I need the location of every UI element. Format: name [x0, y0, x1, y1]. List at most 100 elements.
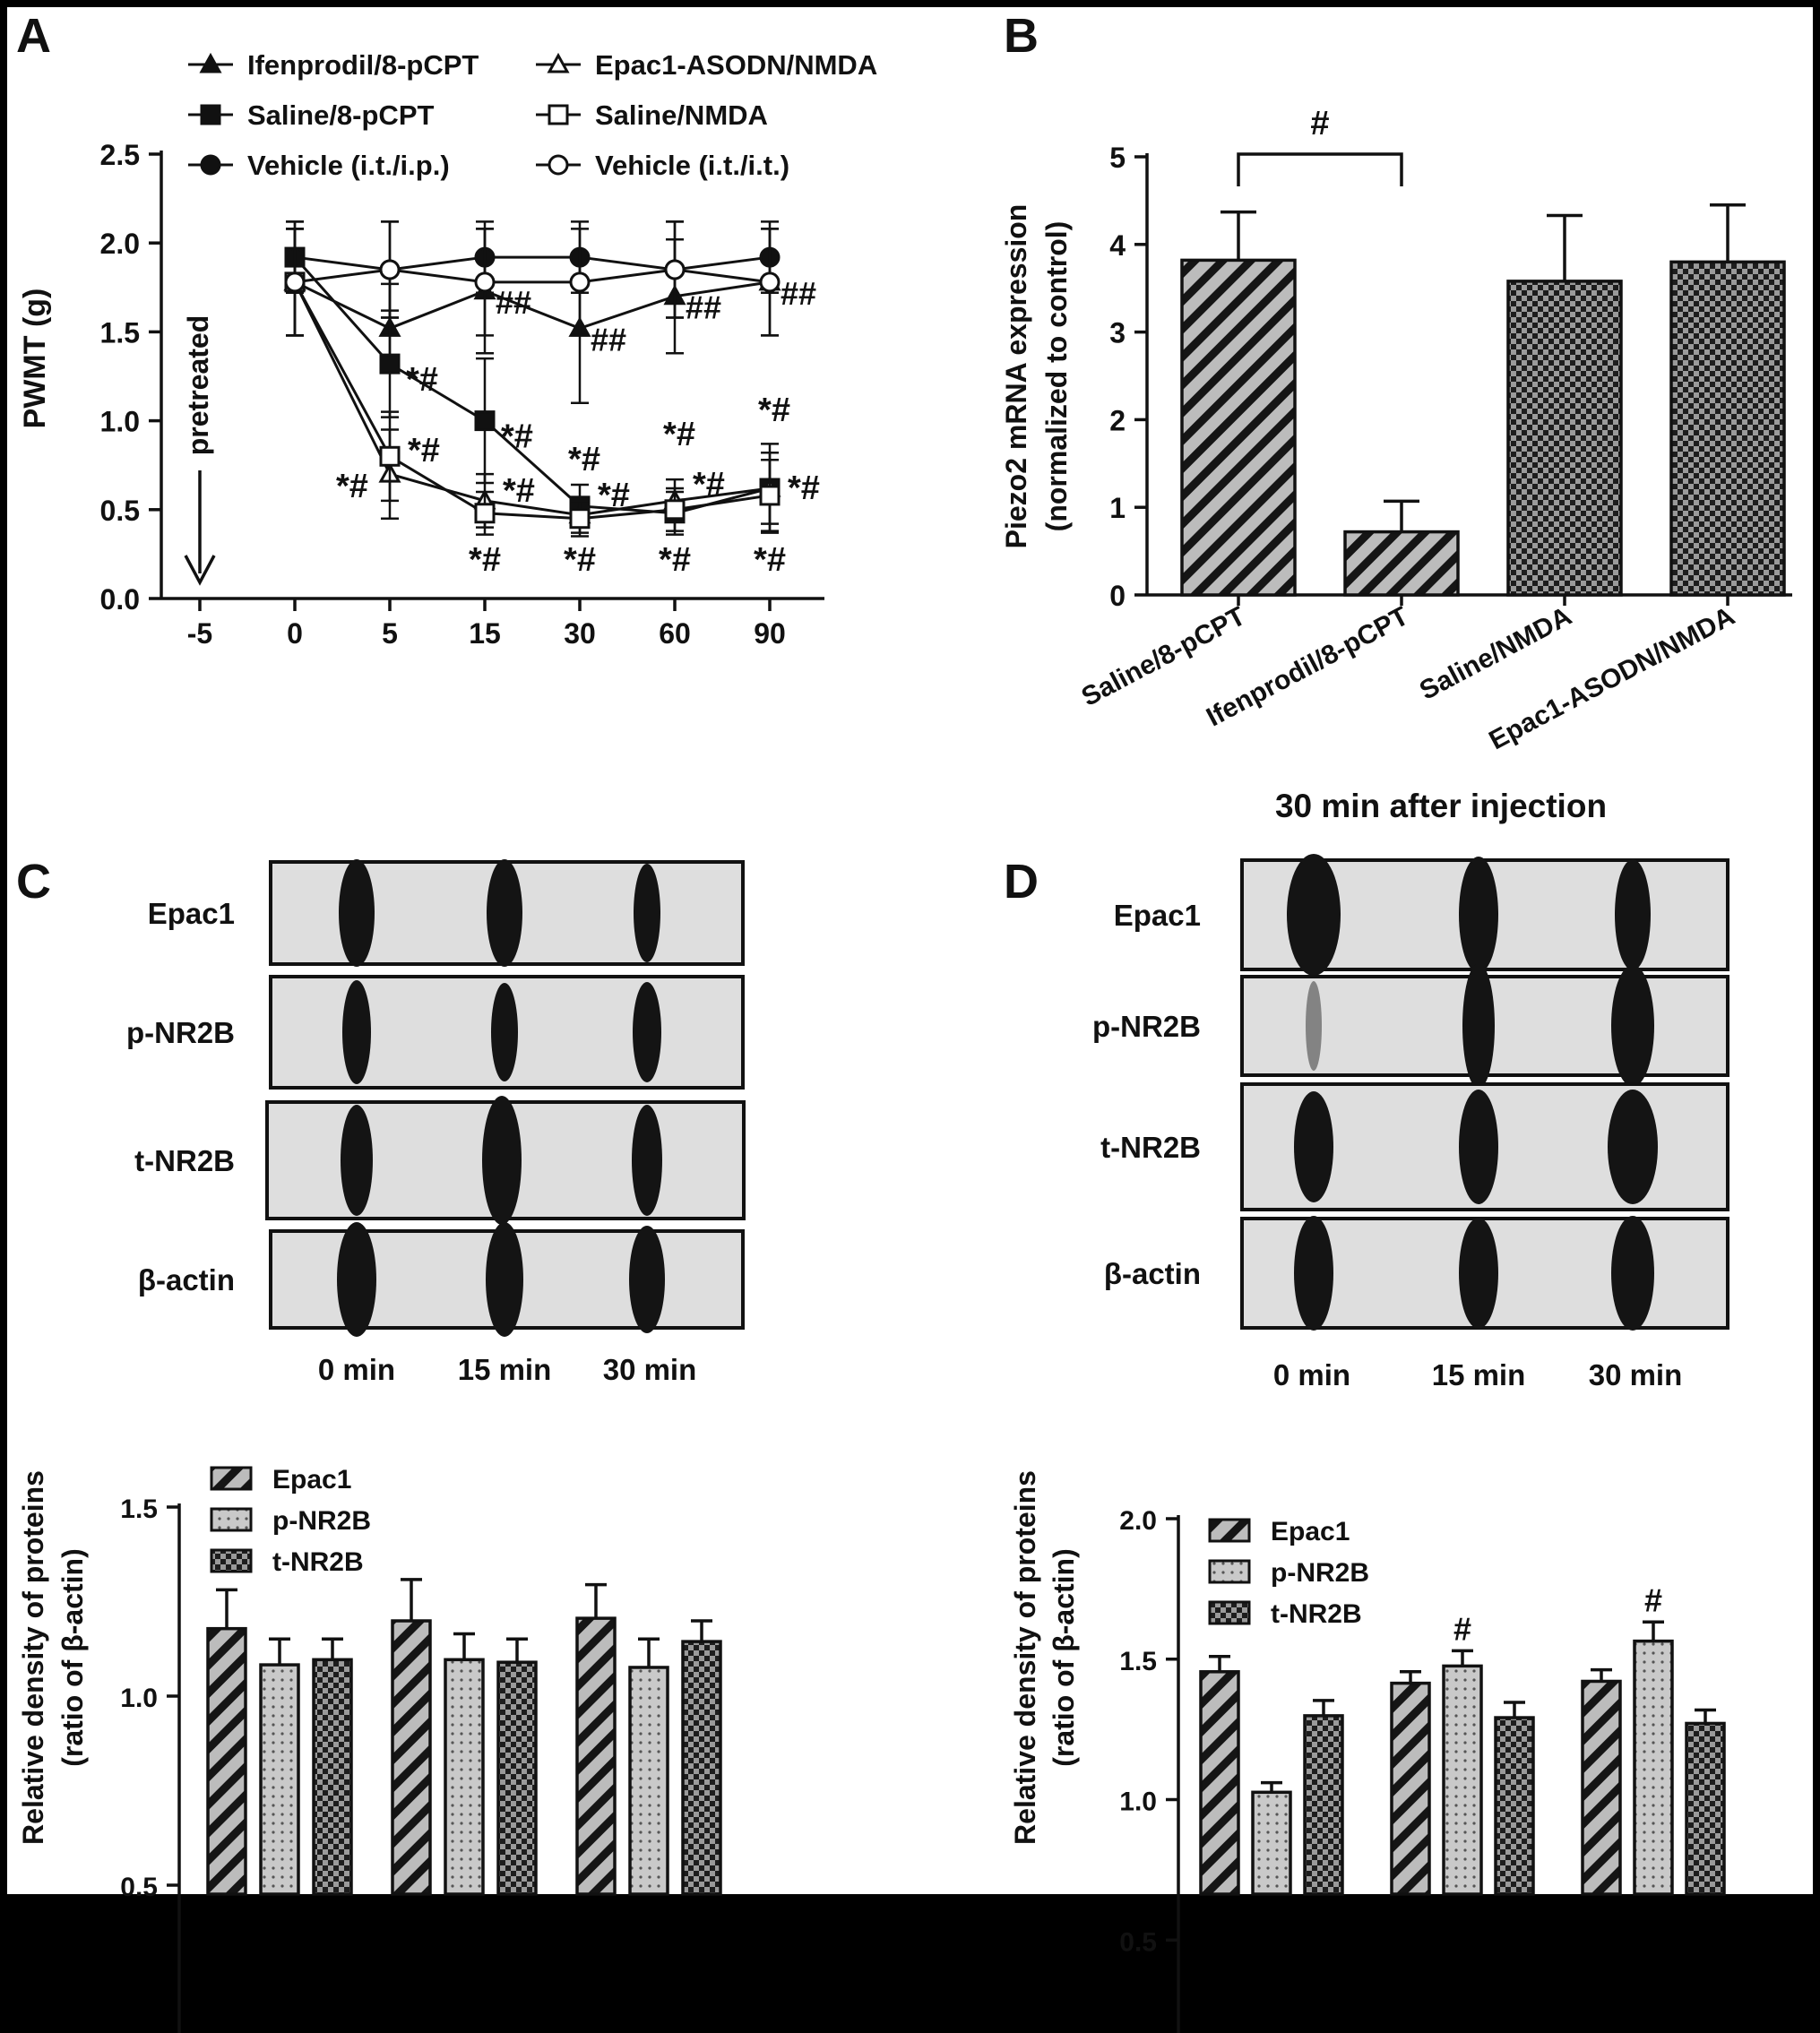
sig-label: *# [336, 468, 368, 505]
bar-t-NR2B-2 [681, 1640, 722, 1896]
bar-t-NR2B-2 [1685, 1721, 1726, 1896]
data-point [284, 271, 306, 293]
data-point [664, 259, 686, 280]
bar-Epac1-2 [1581, 1679, 1622, 1896]
bar-p-NR2B-2 [1633, 1639, 1674, 1896]
data-point [759, 485, 781, 506]
sig-label: *# [469, 541, 501, 579]
panel-a-line-chart: Ifenprodil/8-pCPT Saline/8-pCPT Vehicle (i… [18, 49, 877, 650]
sig-label: *# [568, 441, 600, 478]
data-point [569, 508, 591, 530]
panel-d-bars: ## [1199, 1581, 1726, 1896]
lane-label-0: 0 min [318, 1353, 395, 1386]
panel-letter-d: D [1004, 855, 1039, 909]
panel-b-y-tick-label: 2 [1109, 404, 1126, 436]
panel-b-y-axis-label-2: (normalized to control) [1040, 221, 1073, 532]
band [1306, 981, 1322, 1071]
legend-label-0: Epac1 [1271, 1517, 1350, 1546]
panel-b-axes: 0 1 2 3 4 5 [1109, 142, 1792, 612]
blot-label-2: t-NR2B [1100, 1131, 1201, 1164]
band [1611, 1216, 1654, 1331]
significance-label: # [1644, 1581, 1662, 1618]
bar-2 [1506, 280, 1623, 597]
blot-label-1: p-NR2B [1092, 1010, 1201, 1043]
bar-Epac1-1 [391, 1619, 432, 1896]
bar-3 [1669, 260, 1786, 597]
panel-d-y-tick-label: 2.0 [1119, 1506, 1157, 1536]
legend-marker-5 [548, 154, 569, 176]
band [632, 1105, 662, 1216]
legend-label-1: Saline/8-pCPT [247, 99, 434, 131]
panel-c-axes: 0.00.51.01.5 [120, 1495, 181, 2033]
legend-label-2: t-NR2B [1271, 1599, 1362, 1629]
band [1611, 965, 1654, 1087]
panel-c-y-axis-label-2: (ratio of β-actin) [56, 1548, 89, 1767]
sig-label: ## [496, 284, 531, 321]
blot-label-0: Epac1 [1114, 899, 1201, 932]
panel-letter-a: A [16, 9, 51, 63]
series-line-2 [294, 255, 771, 271]
bar-p-NR2B-2 [628, 1666, 669, 1896]
band [487, 859, 522, 967]
legend-marker-4 [548, 104, 569, 125]
bar-0 [1180, 258, 1297, 597]
panel-d-y-tick-label: 1.5 [1119, 1647, 1157, 1676]
lane-label-0: 0 min [1273, 1358, 1350, 1391]
series-line-1 [293, 256, 771, 515]
panel-c-y-tick-label: 0.5 [120, 1873, 158, 1902]
panel-a-x-tick-label: 0 [287, 617, 303, 650]
legend-marker-3 [547, 52, 570, 73]
blot-label-1: p-NR2B [126, 1016, 235, 1049]
series-line-3 [293, 281, 771, 517]
band [1459, 1090, 1498, 1204]
panel-c-legend: Epac1 p-NR2B t-NR2B [210, 1465, 371, 1577]
bar-p-NR2B-0 [259, 1663, 300, 1896]
panel-a-x-tick-label: 15 [469, 617, 501, 650]
sig-label: ## [686, 289, 721, 326]
panel-c-y-tick-label: 1.0 [120, 1684, 158, 1713]
band [1294, 1216, 1333, 1331]
data-point [474, 503, 496, 524]
data-point [569, 271, 591, 293]
series-5 [284, 220, 781, 337]
legend-swatch-2 [210, 1548, 253, 1573]
panel-a-x-tick-label: 60 [659, 617, 691, 650]
data-point [759, 271, 781, 293]
blot-label-2: t-NR2B [134, 1144, 235, 1177]
series-4 [284, 228, 781, 538]
band [1608, 1090, 1658, 1204]
blot-label-0: Epac1 [148, 897, 235, 930]
panel-b-y-axis-label: Piezo2 mRNA expression [1000, 204, 1032, 549]
band [339, 859, 375, 967]
panel-c-y-axis-label: Relative density of proteins [17, 1470, 49, 1845]
band [633, 982, 661, 1082]
band [1287, 854, 1341, 976]
panel-a-y-tick-label: 0.5 [100, 495, 140, 527]
legend-label-5: Vehicle (i.t./i.t.) [595, 150, 789, 181]
legend-label-2: t-NR2B [272, 1547, 364, 1577]
band [491, 983, 518, 1081]
panel-d-axes: 0.00.51.01.52.0 [1119, 1506, 1180, 2033]
band [1615, 859, 1651, 970]
legend-swatch-0 [1208, 1518, 1251, 1543]
bar-p-NR2B-0 [1251, 1790, 1292, 1896]
panel-a-y-tick-label: 1.5 [100, 316, 140, 349]
blot-label-3: β-actin [1104, 1257, 1201, 1290]
panel-a-y-tick-label: 0.0 [100, 583, 140, 616]
panel-d-y-tick-label: 1.0 [1119, 1787, 1157, 1817]
bar-p-NR2B-1 [444, 1658, 485, 1896]
legend-label-2: Vehicle (i.t./i.p.) [247, 150, 450, 181]
panel-a-x-tick-label: -5 [187, 617, 212, 650]
sig-label: *# [564, 541, 596, 579]
panel-d-legend: Epac1 p-NR2B t-NR2B [1208, 1517, 1369, 1629]
band [1459, 857, 1498, 973]
sig-label: *# [693, 466, 725, 504]
band [629, 1226, 665, 1333]
panel-a-x-tick-label: 30 [564, 617, 596, 650]
band [634, 864, 660, 962]
band [341, 1105, 373, 1216]
data-point [474, 410, 496, 432]
sig-label: *# [408, 432, 440, 469]
legend-marker-0 [199, 52, 222, 73]
